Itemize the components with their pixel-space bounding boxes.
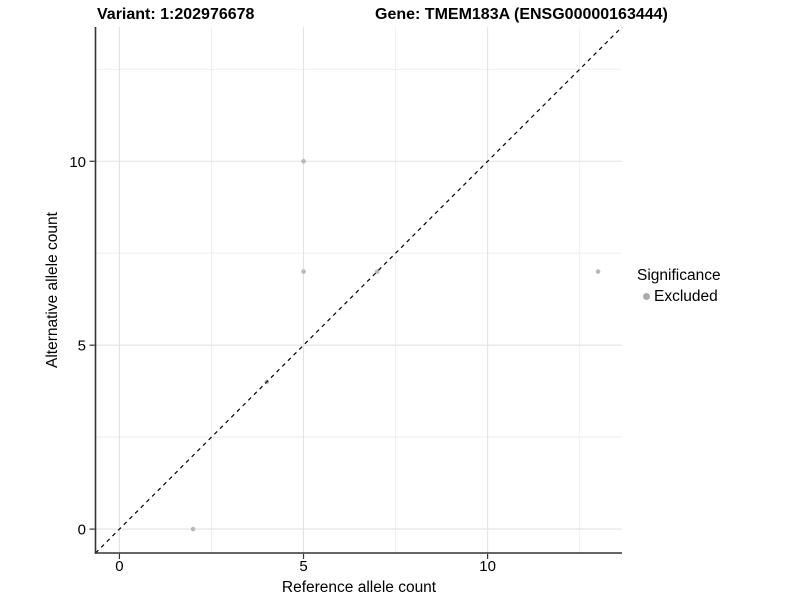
data-point <box>301 269 306 274</box>
y-tick-label: 5 <box>78 338 86 355</box>
gene-title: Gene: TMEM183A (ENSG00000163444) <box>375 6 668 23</box>
x-tick-label: 5 <box>299 558 307 575</box>
legend-item-excluded: Excluded <box>637 287 721 306</box>
legend-item-label: Excluded <box>654 288 718 305</box>
legend-title: Significance <box>637 267 721 284</box>
y-tick-label: 10 <box>69 154 86 171</box>
variant-title: Variant: 1:202976678 <box>97 6 255 23</box>
legend: Significance Excluded <box>637 266 721 306</box>
data-point <box>374 269 380 274</box>
x-tick-label: 10 <box>479 558 496 575</box>
y-tick-label: 0 <box>78 522 86 539</box>
legend-point-icon <box>643 293 650 300</box>
data-point <box>190 526 196 532</box>
x-tick-label: 0 <box>115 558 123 575</box>
identity-dashed-line <box>95 26 623 554</box>
x-axis-title: Reference allele count <box>281 579 437 596</box>
data-point <box>595 269 601 274</box>
data-point <box>301 158 306 164</box>
